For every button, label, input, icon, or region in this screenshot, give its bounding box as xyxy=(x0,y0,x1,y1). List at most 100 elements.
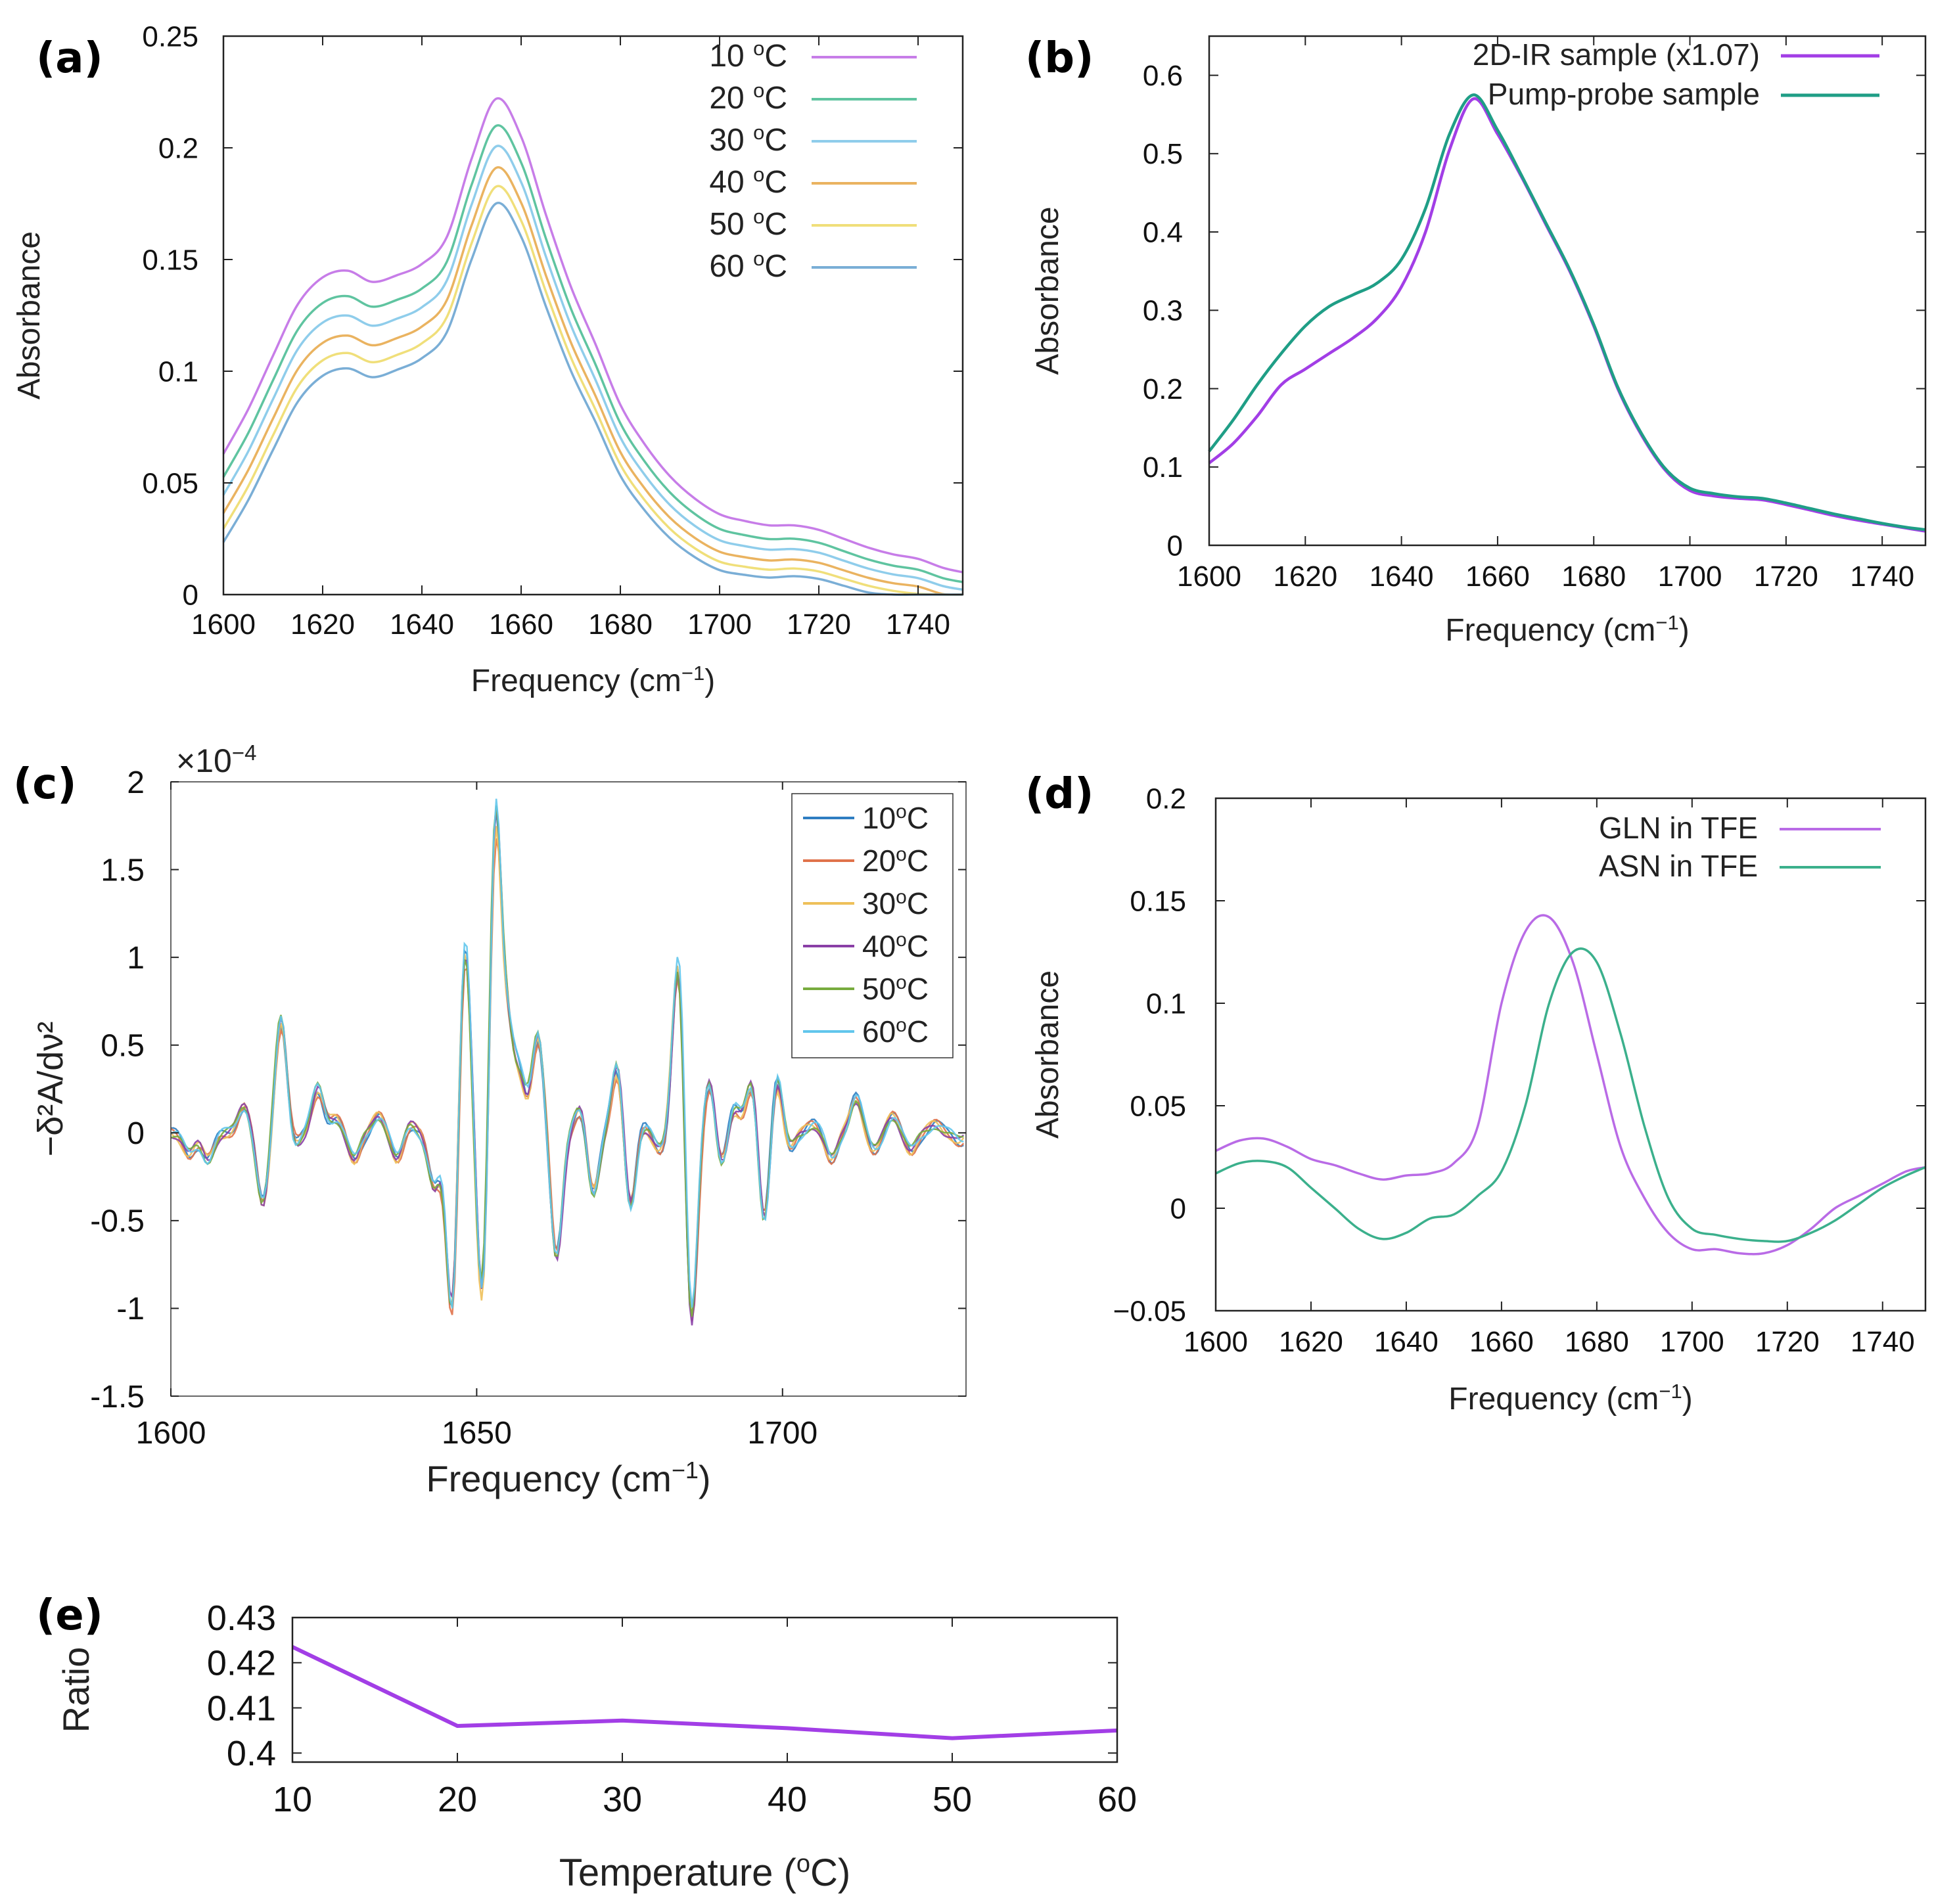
superscript: o xyxy=(896,929,907,951)
plot-frame xyxy=(291,1616,1118,1763)
text-span: 40 xyxy=(709,165,753,200)
x-tick-label: 1700 xyxy=(1660,1326,1724,1358)
text-span: 60 xyxy=(709,249,753,284)
x-tick-label: 1660 xyxy=(489,608,553,641)
text-span: 30 xyxy=(709,123,753,158)
x-tick-label: 1720 xyxy=(1754,560,1818,593)
panel-label: (b) xyxy=(1025,34,1094,83)
legend-label: 60oC xyxy=(862,1014,929,1049)
text-span: ) xyxy=(1682,1382,1693,1417)
series-line xyxy=(1208,93,1926,532)
text-span: C xyxy=(764,207,787,242)
x-tick-label: 40 xyxy=(768,1780,807,1819)
y-tick-label: 0.05 xyxy=(142,467,198,499)
x-tick-label: 1600 xyxy=(1177,560,1241,593)
series-line xyxy=(1215,947,1926,1243)
panel-label: (d) xyxy=(1025,770,1094,819)
text-span: Frequency (cm xyxy=(471,664,681,698)
superscript: o xyxy=(896,972,907,993)
legend-label: 2D-IR sample (x1.07) xyxy=(1473,37,1760,72)
superscript: o xyxy=(896,1014,907,1036)
legend-label: 60 oC xyxy=(709,247,787,284)
x-tick-label: 1680 xyxy=(1565,1326,1629,1358)
legend-label: Pump-probe sample xyxy=(1488,77,1760,111)
text-span: Frequency (cm xyxy=(1445,613,1655,648)
x-axis-label: Frequency (cm−1) xyxy=(471,662,715,699)
text-span: Frequency (cm xyxy=(426,1458,671,1499)
y-tick-label: 0.5 xyxy=(101,1029,145,1064)
text-span: C xyxy=(764,123,787,158)
y-axis-label: Absorbance xyxy=(1030,970,1065,1139)
panel-e: (e) 10 20 30 40 50 60 0.4 0.41 0.42 0.43 Temperatur… xyxy=(36,1591,1137,1894)
superscript: o xyxy=(753,79,764,102)
y-tick-label: 0.3 xyxy=(1143,295,1183,327)
x-tick-label: 1700 xyxy=(1658,560,1722,593)
y-tick-label: 0.15 xyxy=(1130,885,1186,917)
x-tick-label: 60 xyxy=(1097,1780,1137,1819)
x-tick-label: 1600 xyxy=(1184,1326,1248,1358)
x-tick-label: 1720 xyxy=(787,608,851,641)
legend-label: 50oC xyxy=(862,972,929,1007)
text-span: C xyxy=(764,165,787,200)
y-axis-label: Absorbance xyxy=(1030,206,1065,374)
y-tick-label: 0.2 xyxy=(1143,373,1183,405)
x-tick-label: 30 xyxy=(603,1780,642,1819)
y-tick-label: 0 xyxy=(1170,1192,1186,1225)
text-span: C xyxy=(764,81,787,116)
superscript: −1 xyxy=(1655,611,1678,634)
text-span: ) xyxy=(1679,613,1690,648)
text-span: C xyxy=(907,886,929,920)
plot-frame xyxy=(170,781,967,1397)
text-span: C xyxy=(907,929,929,963)
x-tick-label: 1700 xyxy=(747,1416,817,1451)
plot-frame xyxy=(1214,797,1927,1312)
panel-label: (a) xyxy=(36,34,103,83)
x-tick-label: 1600 xyxy=(136,1416,206,1451)
superscript: o xyxy=(753,247,764,270)
series-line xyxy=(170,798,964,1309)
superscript: o xyxy=(753,37,764,60)
panel-c: (c) ×10−4 1600 1650 1700 -1.5 -1 -0.5 0 0.5 1 1.5 2 F… xyxy=(13,740,967,1499)
x-axis-label: Frequency (cm−1) xyxy=(1445,611,1689,648)
y-tick-label: 0.1 xyxy=(1146,987,1186,1020)
legend-label: 40oC xyxy=(862,929,929,964)
axis-multiplier: ×10−4 xyxy=(176,740,256,780)
series-line-60C xyxy=(222,202,963,596)
y-tick-label: 0 xyxy=(127,1116,145,1151)
panel-d: (d) 1600 1620 1640 1660 1680 1700 1720 1740 −0.05… xyxy=(1025,770,1927,1417)
y-tick-label: 0.5 xyxy=(1143,138,1183,170)
y-tick-label: 0.43 xyxy=(207,1598,276,1638)
y-tick-label: -0.5 xyxy=(90,1204,145,1239)
superscript: −4 xyxy=(232,740,257,765)
x-axis-label: Frequency (cm−1) xyxy=(1448,1380,1692,1417)
series-line xyxy=(170,806,965,1326)
text-span: C xyxy=(764,249,787,284)
text-span: C xyxy=(907,844,929,878)
x-tick-label: 1660 xyxy=(1469,1326,1534,1358)
text-span: 20 xyxy=(862,844,896,878)
superscript: o xyxy=(896,801,907,823)
y-tick-label: 0.05 xyxy=(1130,1090,1186,1122)
y-tick-label: 0.42 xyxy=(207,1644,276,1683)
text-span: C xyxy=(764,39,787,74)
y-tick-label: 0.6 xyxy=(1143,60,1183,92)
text-span: C xyxy=(907,972,929,1006)
x-tick-label: 1740 xyxy=(1851,1326,1915,1358)
y-tick-label: -1 xyxy=(116,1292,145,1326)
y-tick-label: 1.5 xyxy=(101,853,145,888)
series-line-50C xyxy=(222,185,963,596)
x-tick-label: 1640 xyxy=(390,608,454,641)
superscript: −1 xyxy=(672,1457,699,1484)
series-line-40C xyxy=(222,166,963,597)
legend-label: 10 oC xyxy=(709,37,787,74)
x-tick-label: 1680 xyxy=(1561,560,1626,593)
legend-label: 30oC xyxy=(862,886,929,921)
legend-label: 40 oC xyxy=(709,163,787,200)
y-tick-label: 0.15 xyxy=(142,244,198,276)
text-span: Frequency (cm xyxy=(1448,1382,1659,1417)
legend-label: 20 oC xyxy=(709,79,787,116)
y-tick-label: 0 xyxy=(1167,530,1183,562)
x-axis-label: Temperature (oC) xyxy=(559,1850,850,1894)
x-tick-label: 20 xyxy=(438,1780,477,1819)
y-tick-label: 0.4 xyxy=(227,1734,276,1773)
